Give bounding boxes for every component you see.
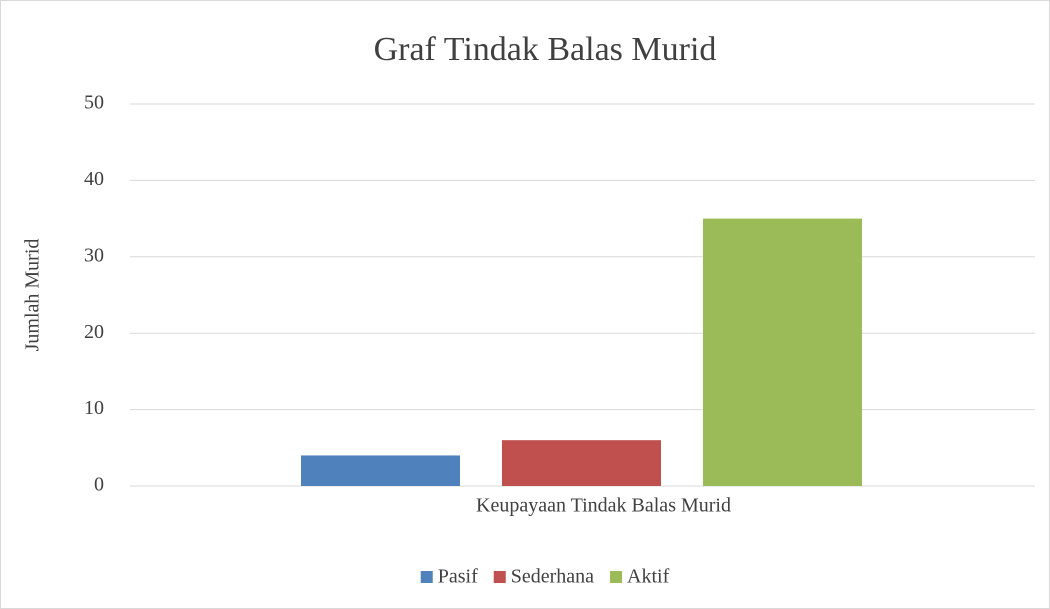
bar bbox=[502, 440, 661, 486]
y-tick-label: 40 bbox=[84, 168, 104, 190]
legend-label: Pasif bbox=[438, 566, 478, 588]
y-tick-label: 0 bbox=[94, 474, 104, 496]
y-tick-label: 50 bbox=[84, 92, 104, 114]
legend-label: Aktif bbox=[627, 566, 670, 588]
legend-swatch bbox=[420, 571, 433, 583]
chart-title: Graf Tindak Balas Murid bbox=[374, 31, 717, 68]
legend-swatch bbox=[493, 571, 506, 583]
bar bbox=[301, 455, 460, 486]
y-tick-label: 20 bbox=[84, 321, 104, 343]
bar bbox=[703, 218, 862, 486]
legend-label: Sederhana bbox=[511, 566, 594, 588]
legend-swatch bbox=[610, 571, 623, 583]
y-axis-label: Jumlah Murid bbox=[22, 239, 44, 352]
x-tick-label: Keupayaan Tindak Balas Murid bbox=[476, 495, 731, 517]
y-tick-label: 30 bbox=[84, 244, 104, 266]
y-tick-label: 10 bbox=[84, 397, 104, 419]
